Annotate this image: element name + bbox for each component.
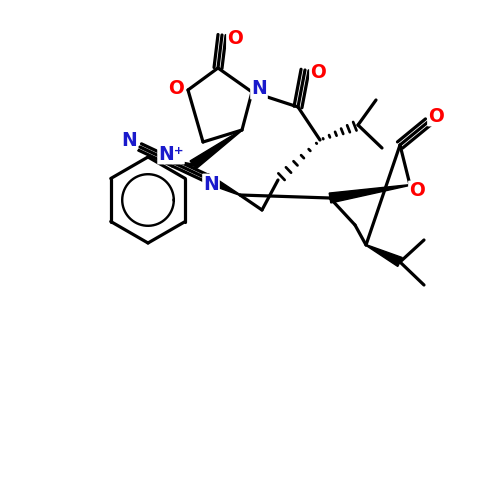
Text: O: O bbox=[428, 106, 444, 126]
Text: N: N bbox=[121, 130, 137, 150]
Text: N: N bbox=[203, 174, 219, 194]
Text: O: O bbox=[310, 62, 326, 82]
Polygon shape bbox=[190, 130, 242, 169]
Text: O: O bbox=[168, 78, 184, 98]
Text: N: N bbox=[251, 80, 267, 98]
Polygon shape bbox=[366, 244, 402, 266]
Text: O: O bbox=[409, 182, 425, 201]
Polygon shape bbox=[204, 174, 240, 196]
Text: N⁺: N⁺ bbox=[158, 144, 184, 164]
Text: O: O bbox=[227, 28, 243, 48]
Polygon shape bbox=[329, 184, 410, 203]
